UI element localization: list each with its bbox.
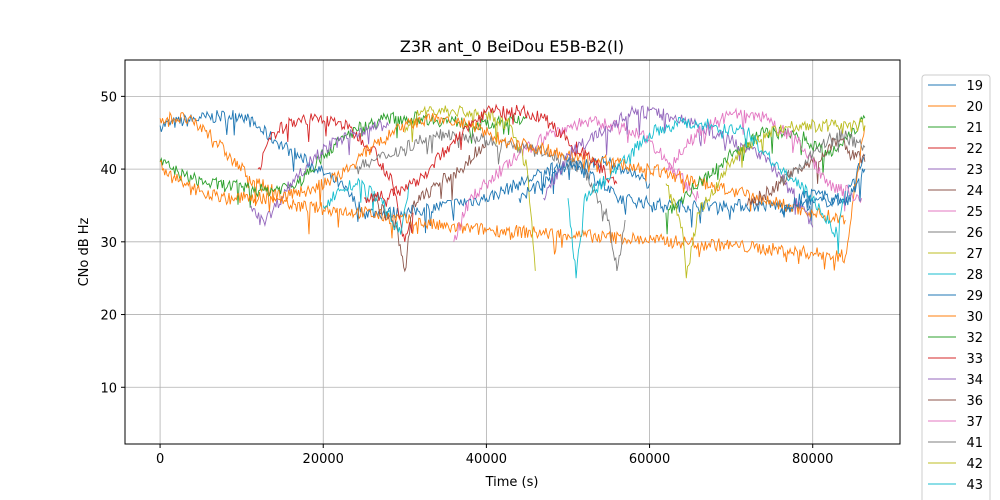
series-lines: [159, 103, 866, 279]
legend-label-23: 23: [966, 163, 983, 178]
series-line-30: [159, 113, 846, 225]
legend: 19 20 21 22 23 24 25 26 27 28 29 30 32 33 34 36 37 41 42 43…: [921, 74, 991, 500]
legend-box: [921, 74, 991, 500]
x-tick-label: 80000: [792, 452, 833, 467]
series-line-27: [404, 104, 536, 271]
legend-label-25: 25: [966, 205, 983, 220]
legend-label-29: 29: [966, 289, 983, 304]
axis-ticks: 0 20000 40000 60000 80000 10 20 30 40 50: [100, 90, 833, 467]
series-line-41: [779, 128, 866, 184]
legend-label-26: 26: [966, 226, 983, 241]
y-tick-label: 40: [100, 163, 117, 178]
legend-label-42: 42: [966, 457, 983, 472]
x-axis-label: Time (s): [485, 475, 539, 490]
plot-frame: [124, 59, 901, 445]
legend-label-37: 37: [966, 415, 983, 430]
y-tick-label: 20: [100, 309, 117, 324]
series-line-26: [355, 129, 626, 271]
series-line-19: [159, 110, 866, 234]
legend-label-33: 33: [966, 352, 983, 367]
legend-label-43: 43: [966, 478, 983, 493]
series-line-22: [257, 113, 414, 242]
series-line-36: [746, 137, 866, 206]
x-tick-label: 20000: [303, 452, 344, 467]
series-line-44: [779, 168, 866, 217]
legend-label-28: 28: [966, 268, 983, 283]
legend-label-34: 34: [966, 373, 983, 388]
y-tick-label: 10: [100, 381, 117, 396]
x-tick-label: 40000: [466, 452, 507, 467]
series-line-25: [453, 115, 699, 242]
y-axis-label: CNo dB Hz: [77, 217, 92, 286]
legend-label-41: 41: [966, 436, 983, 451]
series-line-37: [665, 107, 863, 212]
legend-label-24: 24: [966, 184, 983, 199]
series-line-43: [567, 117, 846, 279]
legend-label-19: 19: [966, 79, 983, 94]
legend-label-32: 32: [966, 331, 983, 346]
series-line-23: [249, 118, 389, 227]
y-tick-label: 50: [100, 90, 117, 105]
series-line-29: [518, 155, 651, 203]
y-tick-label: 30: [100, 236, 117, 251]
legend-label-27: 27: [966, 247, 983, 262]
series-line-24: [371, 139, 487, 273]
legend-label-30: 30: [966, 310, 983, 325]
legend-label-36: 36: [966, 394, 983, 409]
legend-label-20: 20: [966, 100, 983, 115]
x-tick-label: 0: [156, 452, 164, 467]
series-line-32: [665, 114, 866, 235]
legend-label-22: 22: [966, 142, 983, 157]
series-line-42: [665, 117, 866, 279]
legend-label-21: 21: [966, 121, 983, 136]
series-line-33: [363, 103, 618, 207]
series-line-20: [159, 111, 866, 271]
chart-title: Z3R ant_0 BeiDou E5B-B2(I): [400, 37, 624, 57]
x-tick-label: 60000: [629, 452, 670, 467]
